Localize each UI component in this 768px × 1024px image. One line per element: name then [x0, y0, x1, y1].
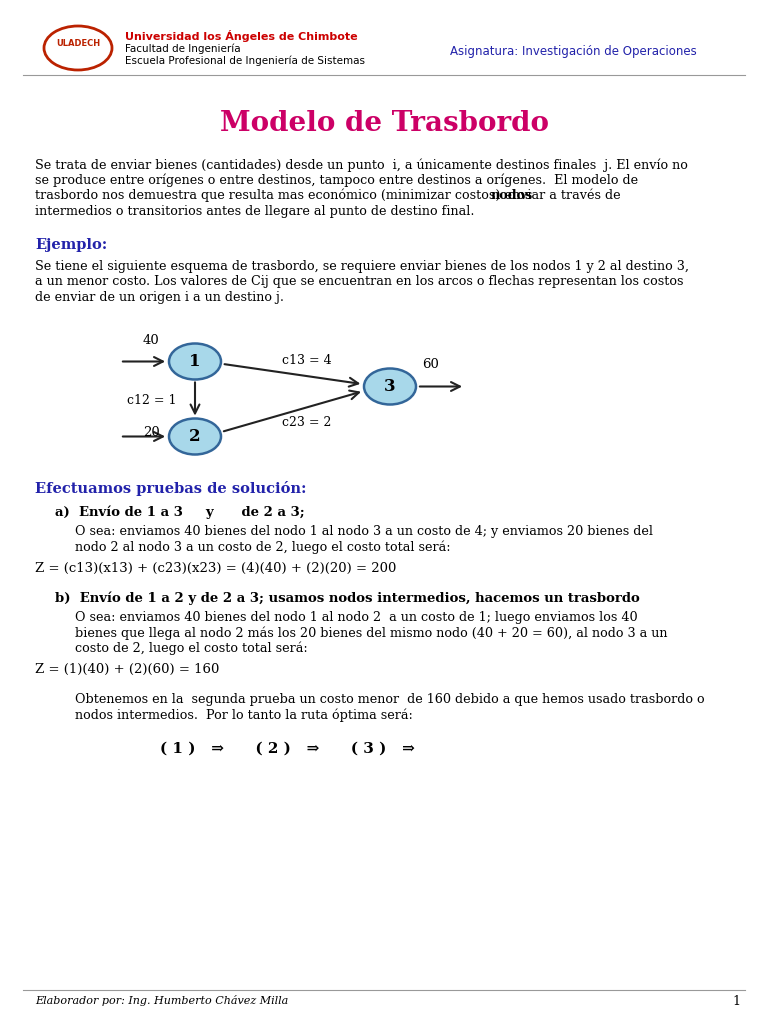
Text: Efectuamos pruebas de solución:: Efectuamos pruebas de solución: — [35, 481, 306, 497]
Text: 3: 3 — [384, 378, 396, 395]
Ellipse shape — [44, 26, 112, 70]
Text: 40: 40 — [143, 334, 160, 346]
Text: ULADECH: ULADECH — [56, 40, 100, 48]
Text: Z = (c13)(x13) + (c23)(x23) = (4)(40) + (2)(20) = 200: Z = (c13)(x13) + (c23)(x23) = (4)(40) + … — [35, 561, 396, 574]
Text: 60: 60 — [422, 358, 439, 372]
Text: Facultad de Ingeniería: Facultad de Ingeniería — [125, 43, 240, 53]
Text: Universidad los Ángeles de Chimbote: Universidad los Ángeles de Chimbote — [125, 30, 358, 42]
Text: Ejemplo:: Ejemplo: — [35, 238, 108, 252]
Text: de enviar de un origen i a un destino j.: de enviar de un origen i a un destino j. — [35, 291, 284, 304]
Text: 1: 1 — [732, 995, 740, 1008]
Text: nodos intermedios.  Por lo tanto la ruta óptima será:: nodos intermedios. Por lo tanto la ruta … — [75, 709, 413, 722]
Text: nodos: nodos — [491, 189, 533, 202]
Text: b)  Envío de 1 a 2 y de 2 a 3; usamos nodos intermedios, hacemos un trasbordo: b) Envío de 1 a 2 y de 2 a 3; usamos nod… — [55, 592, 640, 605]
Ellipse shape — [169, 343, 221, 380]
Text: O sea: enviamos 40 bienes del nodo 1 al nodo 3 a un costo de 4; y enviamos 20 bi: O sea: enviamos 40 bienes del nodo 1 al … — [75, 524, 653, 538]
Text: O sea: enviamos 40 bienes del nodo 1 al nodo 2  a un costo de 1; luego enviamos : O sea: enviamos 40 bienes del nodo 1 al … — [75, 610, 637, 624]
Text: 1: 1 — [189, 353, 200, 370]
Ellipse shape — [169, 419, 221, 455]
Text: ( 1 )   ⇒      ( 2 )   ⇒      ( 3 )   ⇒: ( 1 ) ⇒ ( 2 ) ⇒ ( 3 ) ⇒ — [160, 742, 415, 756]
Text: a)  Envío de 1 a 3     y      de 2 a 3;: a) Envío de 1 a 3 y de 2 a 3; — [55, 506, 305, 519]
Ellipse shape — [364, 369, 416, 404]
Text: c23 = 2: c23 = 2 — [283, 417, 332, 429]
Text: Z = (1)(40) + (2)(60) = 160: Z = (1)(40) + (2)(60) = 160 — [35, 663, 220, 676]
Text: c13 = 4: c13 = 4 — [283, 354, 332, 367]
Text: se produce entre orígenes o entre destinos, tampoco entre destinos a orígenes.  : se produce entre orígenes o entre destin… — [35, 173, 638, 187]
Text: Modelo de Trasbordo: Modelo de Trasbordo — [220, 110, 548, 137]
Text: Elaborador por: Ing. Humberto Chávez Milla: Elaborador por: Ing. Humberto Chávez Mil… — [35, 995, 288, 1006]
Text: costo de 2, luego el costo total será:: costo de 2, luego el costo total será: — [75, 641, 308, 655]
Text: Obtenemos en la  segunda prueba un costo menor  de 160 debido a que hemos usado : Obtenemos en la segunda prueba un costo … — [75, 693, 704, 706]
Text: intermedios o transitorios antes de llegare al punto de destino final.: intermedios o transitorios antes de lleg… — [35, 205, 475, 217]
Text: trasbordo nos demuestra que resulta mas económico (minimizar costos) enviar a tr: trasbordo nos demuestra que resulta mas … — [35, 189, 624, 203]
Text: Se tiene el siguiente esquema de trasbordo, se requiere enviar bienes de los nod: Se tiene el siguiente esquema de trasbor… — [35, 260, 689, 273]
Text: 2: 2 — [189, 428, 200, 445]
Text: Se trata de enviar bienes (cantidades) desde un punto  i, a únicamente destinos : Se trata de enviar bienes (cantidades) d… — [35, 158, 688, 171]
Text: Asignatura: Investigación de Operaciones: Asignatura: Investigación de Operaciones — [450, 45, 697, 58]
Text: c12 = 1: c12 = 1 — [127, 394, 177, 407]
Text: a un menor costo. Los valores de Cij que se encuentran en los arcos o flechas re: a un menor costo. Los valores de Cij que… — [35, 275, 684, 289]
Text: Escuela Profesional de Ingeniería de Sistemas: Escuela Profesional de Ingeniería de Sis… — [125, 55, 365, 66]
Text: bienes que llega al nodo 2 más los 20 bienes del mismo nodo (40 + 20 = 60), al n: bienes que llega al nodo 2 más los 20 bi… — [75, 626, 667, 640]
Text: 20: 20 — [143, 427, 160, 439]
Text: nodo 2 al nodo 3 a un costo de 2, luego el costo total será:: nodo 2 al nodo 3 a un costo de 2, luego … — [75, 540, 451, 554]
